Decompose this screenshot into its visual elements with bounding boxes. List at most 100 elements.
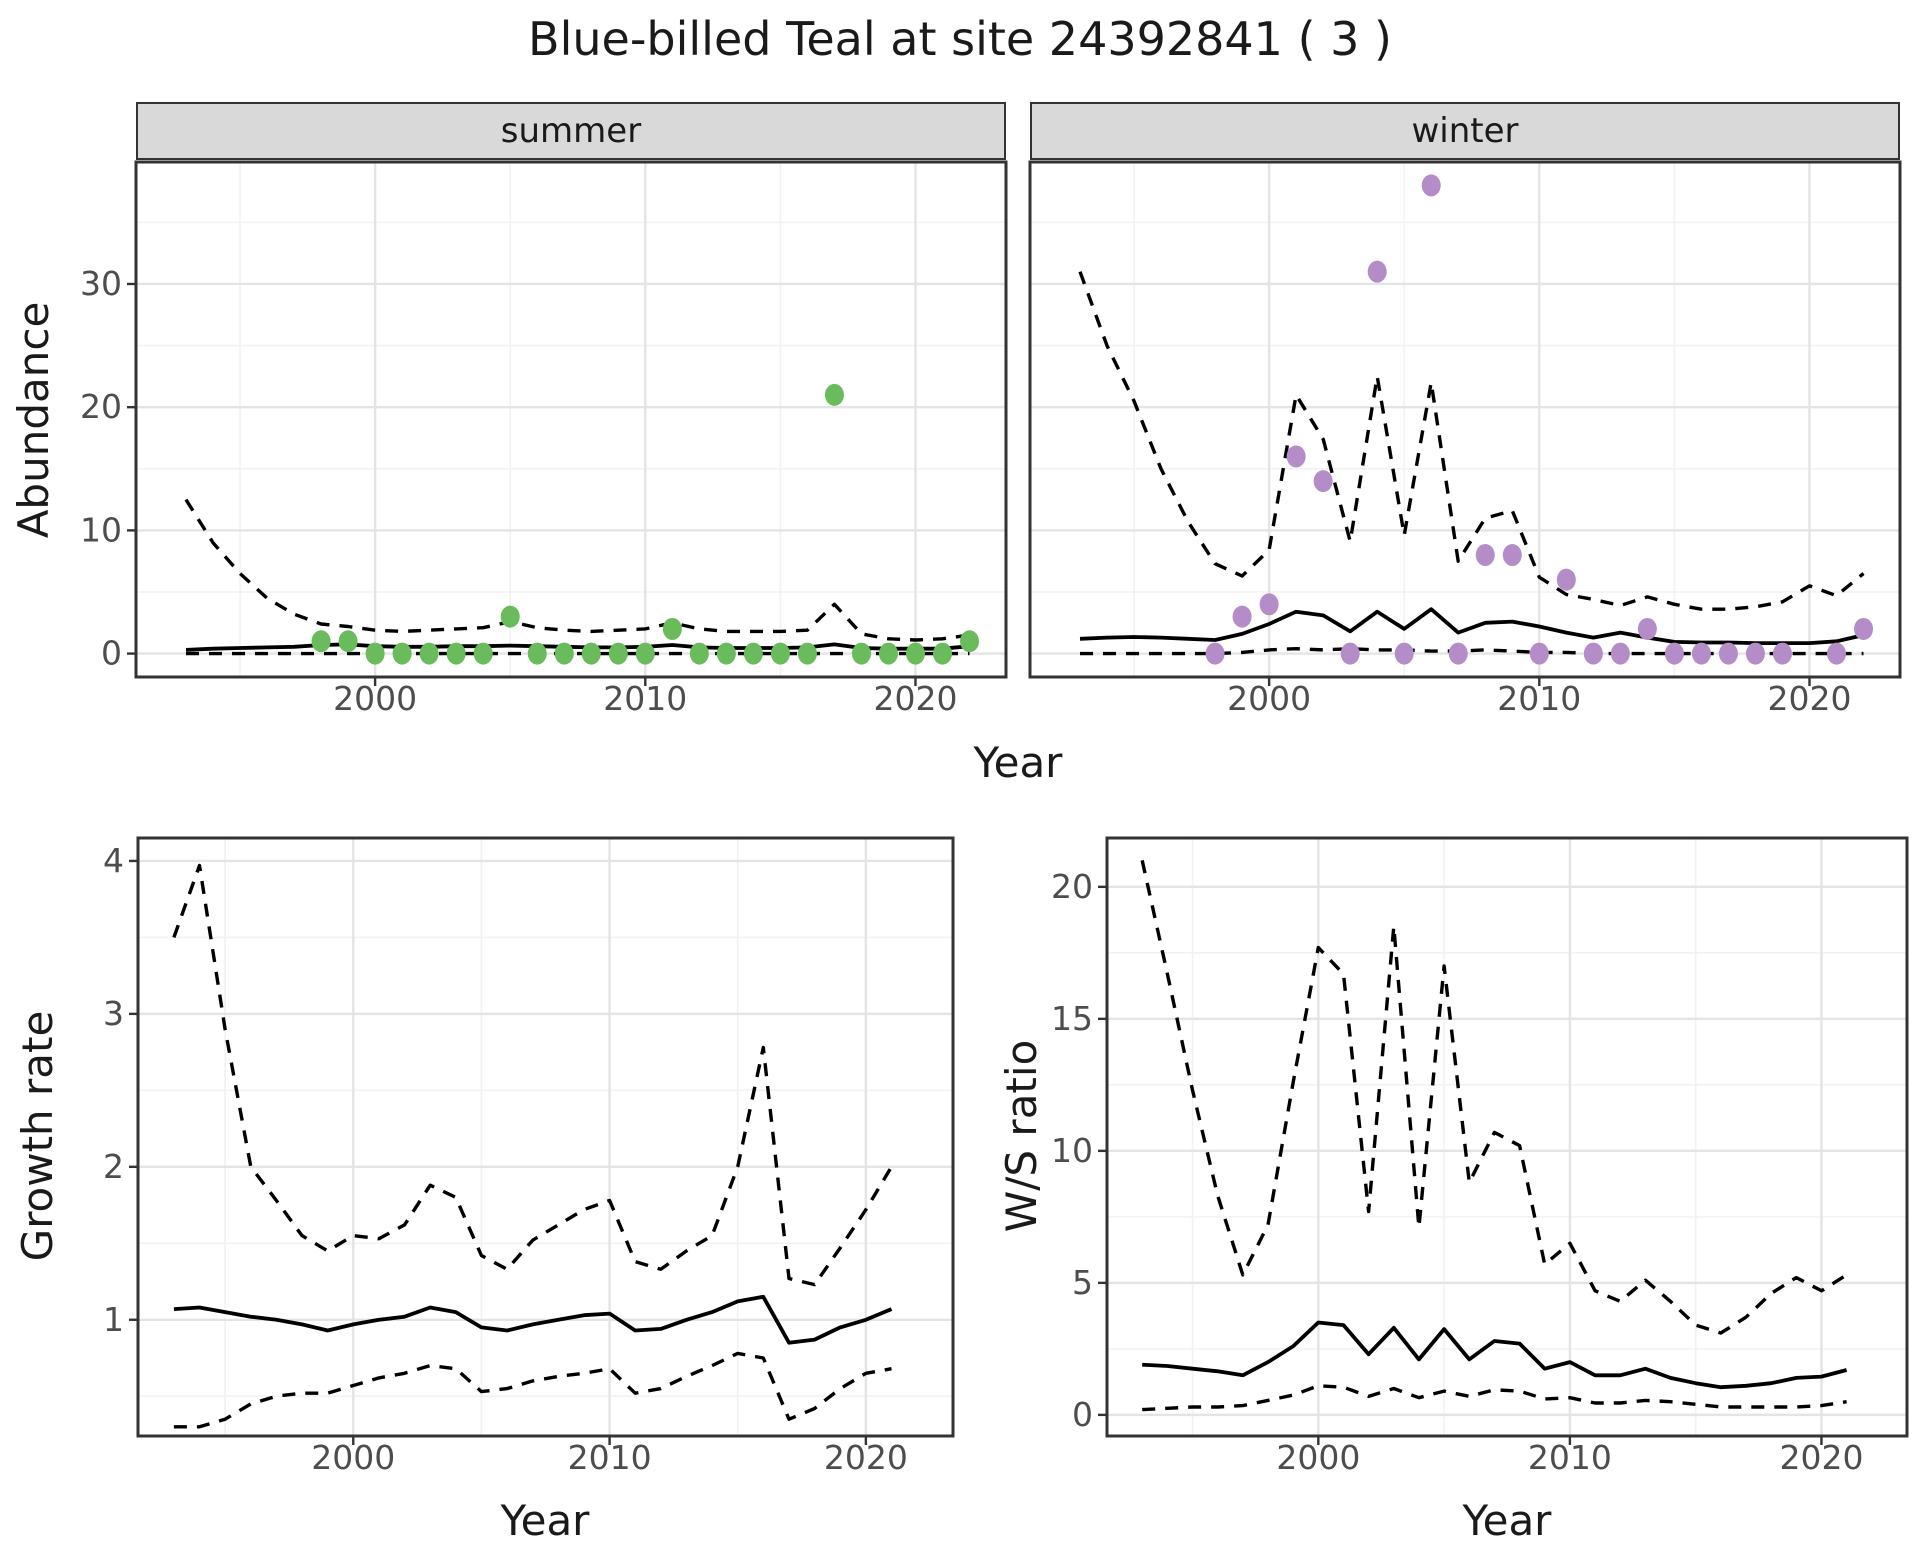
plot-area-ws-ratio [1140, 860, 1848, 1412]
ci-lower-line [1142, 1384, 1847, 1412]
observation-point [635, 642, 655, 665]
observation-point [1259, 593, 1279, 616]
observation-point [608, 642, 628, 665]
observation-point [1205, 642, 1225, 665]
observation-point [1827, 642, 1847, 665]
panel-border [1105, 836, 1909, 1438]
y-tick-label: 30 [80, 264, 122, 303]
observation-point [662, 617, 682, 640]
fit-line [173, 1294, 893, 1345]
observation-point [905, 642, 925, 665]
x-axis-title-year-bottom-left: Year [500, 1496, 590, 1545]
x-tick-label: 2000 [333, 679, 417, 718]
facet-strip-winter-label: winter [1411, 111, 1519, 151]
observation-point [1367, 260, 1387, 283]
gridlines [1030, 162, 1900, 677]
figure-title: Blue-billed Teal at site 24392841 ( 3 ) [528, 12, 1392, 66]
facet-strip-winter: winter [1030, 102, 1900, 160]
observation-point [1421, 174, 1441, 197]
observation-point [851, 642, 871, 665]
y-tick-label: 10 [1051, 1131, 1093, 1170]
x-tick-label: 2010 [1497, 679, 1581, 718]
observation-point [1313, 470, 1333, 493]
ci-upper-line [172, 863, 893, 1287]
observation-point [797, 642, 817, 665]
observation-point [581, 642, 601, 665]
ci-upper-line [1140, 860, 1848, 1335]
observation-point [338, 630, 358, 653]
observation-point [878, 642, 898, 665]
x-tick-label: 2000 [1227, 679, 1311, 718]
observation-point [1718, 642, 1738, 665]
observation-point [1502, 544, 1522, 567]
x-tick-label: 2020 [824, 1438, 908, 1477]
x-tick-label: 2000 [1276, 1438, 1360, 1477]
x-tick-label: 2010 [603, 679, 687, 718]
y-tick-label: 1 [103, 1300, 124, 1339]
observation-points [1205, 174, 1874, 665]
observation-point [1286, 445, 1306, 468]
y-tick-label: 4 [103, 841, 124, 880]
panel-border [136, 836, 955, 1438]
observation-point [1637, 617, 1657, 640]
panel-ws-ratio: 2000 2010 2020 0 5 10 15 20 [1051, 836, 1909, 1477]
facet-strip-summer-label: summer [500, 111, 642, 151]
x-tick-label: 2000 [311, 1438, 395, 1477]
observation-point [824, 383, 844, 406]
observation-point [446, 642, 466, 665]
observation-point [419, 642, 439, 665]
x-tick-label: 2010 [568, 1438, 652, 1477]
observation-point [392, 642, 412, 665]
x-tick-label: 2010 [1528, 1438, 1612, 1477]
observation-point [554, 642, 574, 665]
panel-border [1028, 160, 1902, 679]
y-tick-label: 0 [1072, 1395, 1093, 1434]
plot-area-growth-rate [172, 863, 893, 1429]
observation-point [1664, 642, 1684, 665]
y-tick-label: 10 [80, 510, 122, 549]
observation-point [1772, 642, 1792, 665]
observation-points [311, 383, 980, 665]
observation-point [933, 642, 953, 665]
x-tick-label: 2020 [1767, 679, 1851, 718]
y-axis-title-abundance: Abundance [9, 301, 58, 539]
observation-point [689, 642, 709, 665]
gridlines [138, 838, 953, 1436]
observation-point [1448, 642, 1468, 665]
fit-line [1142, 1320, 1848, 1390]
x-tick-label: 2020 [1779, 1438, 1863, 1477]
plot-area-abundance-summer [184, 383, 980, 665]
fit-line [1079, 607, 1864, 645]
y-tick-label: 3 [103, 994, 124, 1033]
observation-point [365, 642, 385, 665]
observation-point [473, 642, 493, 665]
panel-abundance-winter: 2000 2010 2020 [1028, 160, 1902, 718]
observation-point [527, 642, 547, 665]
y-tick-label: 5 [1072, 1263, 1093, 1302]
y-tick-label: 2 [103, 1147, 124, 1186]
facet-strip-summer: summer [136, 102, 1006, 160]
observation-point [1556, 568, 1576, 591]
y-tick-label: 20 [80, 387, 122, 426]
y-tick-label: 0 [101, 634, 122, 673]
observation-point [716, 642, 736, 665]
y-tick-label: 20 [1051, 867, 1093, 906]
panel-abundance-summer: 2000 2010 2020 0 10 20 30 [80, 160, 1008, 718]
y-axis-title-growth-rate: Growth rate [13, 1010, 62, 1262]
ci-upper-line [184, 498, 970, 642]
observation-point [1232, 605, 1252, 628]
observation-point [1475, 544, 1495, 567]
observation-point [743, 642, 763, 665]
plot-area-abundance-winter [1078, 174, 1874, 665]
panel-growth-rate: 2000 2010 2020 1 2 3 4 [103, 836, 955, 1477]
observation-point [1340, 642, 1360, 665]
panel-border [134, 160, 1008, 679]
y-tick-label: 15 [1051, 999, 1093, 1038]
y-axis-title-ws-ratio: W/S ratio [997, 1039, 1046, 1233]
observation-point [311, 630, 331, 653]
observation-point [1583, 642, 1603, 665]
x-axis-title-year-top: Year [973, 738, 1063, 787]
observation-point [770, 642, 790, 665]
